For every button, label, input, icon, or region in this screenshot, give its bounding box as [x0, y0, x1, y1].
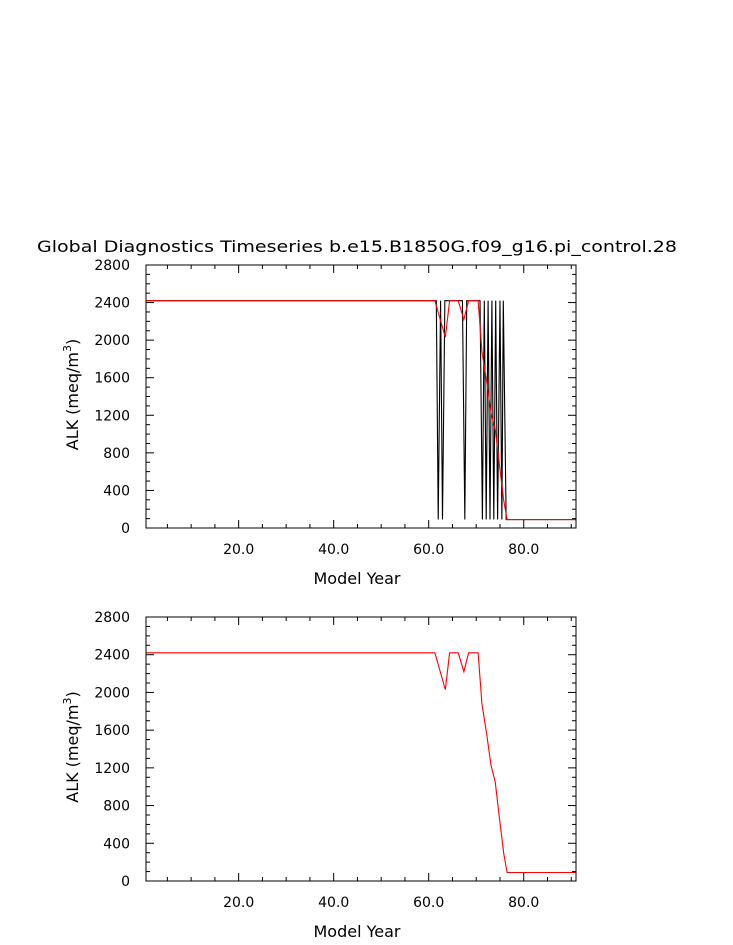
x-tick-label: 60.0 [413, 895, 444, 911]
plot-frame [145, 264, 577, 529]
x-tick-label: 60.0 [413, 542, 444, 558]
y-tick-label: 1200 [94, 408, 130, 424]
y-tick-label: 0 [121, 521, 130, 537]
y-tick-label: 400 [103, 836, 130, 852]
y-axis-label: ALK (meq/m3) [61, 691, 82, 803]
plot-frame [145, 616, 577, 882]
y-axis-label-superscript: 3 [61, 345, 74, 352]
y-tick-label: 2400 [94, 296, 130, 312]
y-tick-label: 1600 [94, 371, 130, 387]
x-tick-label: 40.0 [318, 895, 349, 911]
y-axis-label-close: ) [63, 691, 82, 697]
y-tick-label: 2000 [94, 685, 130, 701]
x-tick-label: 20.0 [223, 542, 254, 558]
y-tick-label: 2000 [94, 333, 130, 349]
series-line-0 [146, 300, 576, 521]
x-tick-label: 40.0 [318, 542, 349, 558]
y-tick-label: 800 [103, 446, 130, 462]
chart-panel-bottom: 20.0 40.0 60.0 80.0 0 400 800 1200 1600 2000 2400 2… [61, 610, 577, 941]
y-tick-label: 1600 [94, 723, 130, 739]
y-tick-label: 2400 [94, 648, 130, 664]
y-axis-label: ALK (meq/m3) [61, 339, 82, 451]
y-tick-label: 400 [103, 483, 130, 499]
x-tick-label: 80.0 [508, 895, 539, 911]
series-line-1 [146, 300, 576, 521]
y-tick-label: 0 [121, 874, 130, 890]
y-axis-label-main: ALK (meq/m [63, 352, 82, 450]
chart-panel-top: 20.0 40.0 60.0 80.0 0 400 800 1200 1600 2000 2400 2… [61, 258, 577, 588]
x-tick-label: 80.0 [508, 542, 539, 558]
x-tick-label: 20.0 [223, 895, 254, 911]
y-tick-label: 800 [103, 799, 130, 815]
series-line-0 [146, 652, 576, 874]
y-axis-label-superscript: 3 [61, 698, 74, 705]
y-axis-label-main: ALK (meq/m [63, 705, 82, 803]
x-axis-label: Model Year [314, 922, 401, 941]
y-tick-label: 2800 [94, 610, 130, 626]
x-axis-label: Model Year [314, 569, 401, 588]
page-title: Global Diagnostics Timeseries b.e15.B185… [37, 237, 677, 257]
y-axis-label-close: ) [63, 339, 82, 345]
y-tick-label: 2800 [94, 258, 130, 274]
y-tick-label: 1200 [94, 761, 130, 777]
